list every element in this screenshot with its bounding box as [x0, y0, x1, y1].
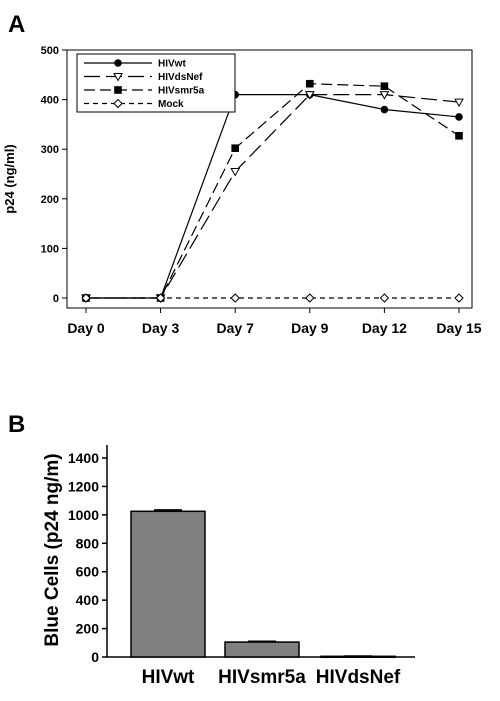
panel-a-x-tick-label: Day 15: [436, 320, 481, 336]
panel-b-x-tick-label: HIVwt: [142, 667, 195, 688]
legend-label-hivwt: HIVwt: [158, 59, 186, 70]
panel-a-x-tick-label: Day 0: [67, 320, 105, 336]
panel-a-y-axis-label: p24 (ng/ml): [2, 144, 17, 213]
panel-a-y-tick-label: 400: [41, 95, 59, 107]
panel-b-bars: [130, 509, 396, 659]
panel-b-letter: B: [8, 411, 25, 438]
panel-b-y-tick-label: 400: [76, 592, 100, 608]
data-point-hivsmr5a: [455, 132, 463, 140]
data-point-mock: [81, 293, 91, 303]
panel-b-x-tick-label: HIVdsNef: [316, 667, 401, 688]
panel-b-y-tick-label: 1400: [68, 450, 99, 466]
series-line-hivwt: [86, 94, 460, 299]
data-point-hivsmr5a: [231, 144, 239, 153]
data-point-hivdsnef: [454, 98, 464, 108]
panel-a-x-tick-label: Day 7: [217, 320, 255, 336]
panel-a-y-tick-label: 0: [53, 293, 59, 305]
panel-a-legend: HIVwt HIVdsNef HIVsmr5a Mock: [76, 53, 236, 113]
legend-marker-hivwt: [114, 59, 122, 67]
panel-b-y-axis: 0 200 400 600 800 1000 1200 1400: [68, 450, 107, 665]
panel-a-y-tick-label: 300: [41, 144, 59, 156]
bar-hivwt: [130, 510, 206, 658]
legend-label-mock: Mock: [158, 99, 184, 110]
data-point-mock: [230, 293, 240, 303]
panel-b-y-tick-label: 200: [76, 621, 100, 637]
legend-label-hivdsnef: HIVdsNef: [158, 72, 203, 83]
data-point-hivsmr5a: [306, 79, 314, 88]
panel-b-y-tick-label: 1200: [68, 478, 99, 494]
panel-a-y-tick-label: 100: [41, 243, 59, 255]
legend-marker-hivsmr5a: [114, 86, 122, 94]
panel-a-plot-frame: [66, 49, 473, 309]
data-point-mock: [305, 293, 315, 303]
data-point-hivwt: [380, 105, 389, 114]
panel-a-x-axis: Day 0 Day 3 Day 7 Day 9 Day 12 Day 15: [67, 308, 482, 336]
bar-hivsmr5a: [224, 641, 300, 658]
data-point-hivdsnef: [304, 91, 315, 100]
series-line-hivdsnef: [86, 94, 460, 299]
legend-marker-mock: [113, 98, 123, 109]
panel-a-y-tick-label: 200: [41, 194, 59, 206]
panel-b-y-tick-label: 600: [76, 564, 100, 580]
data-point-hivdsnef: [379, 91, 390, 100]
panel-b-y-tick-label: 1000: [68, 507, 99, 523]
legend-marker-hivdsnef: [113, 73, 123, 82]
panel-a-x-tick-label: Day 9: [291, 320, 329, 336]
panel-a-letter: A: [8, 11, 25, 38]
panel-b-y-axis-label: Blue Cells (p24 ng/m): [42, 453, 63, 646]
panel-a-series: [81, 79, 464, 304]
series-line-hivsmr5a: [86, 83, 460, 299]
data-point-hivwt: [455, 113, 463, 121]
panel-b-bar-chart: B 0 200 400 600 800 1000 1200 1400 HIVwt HIVsmr5…: [8, 411, 415, 688]
panel-b-x-axis: HIVwt HIVsmr5a HIVdsNef: [142, 667, 401, 688]
data-point-mock: [379, 293, 390, 303]
panel-b-y-tick-label: 800: [76, 535, 100, 551]
panel-a-y-axis: 0 100 200 300 400 500: [41, 45, 67, 305]
panel-b-y-tick-label: 0: [91, 649, 99, 665]
data-point-hivsmr5a: [380, 82, 389, 91]
data-point-mock: [155, 293, 166, 303]
panel-a-x-tick-label: Day 3: [142, 320, 180, 336]
panel-b-x-tick-label: HIVsmr5a: [218, 667, 306, 688]
data-point-mock: [454, 293, 464, 303]
panel-a-y-tick-label: 500: [41, 45, 59, 57]
legend-label-hivsmr5a: HIVsmr5a: [158, 86, 205, 97]
panel-a-legend-box: [76, 53, 236, 113]
data-point-hivdsnef: [230, 168, 241, 177]
panel-a-x-tick-label: Day 12: [362, 320, 407, 336]
